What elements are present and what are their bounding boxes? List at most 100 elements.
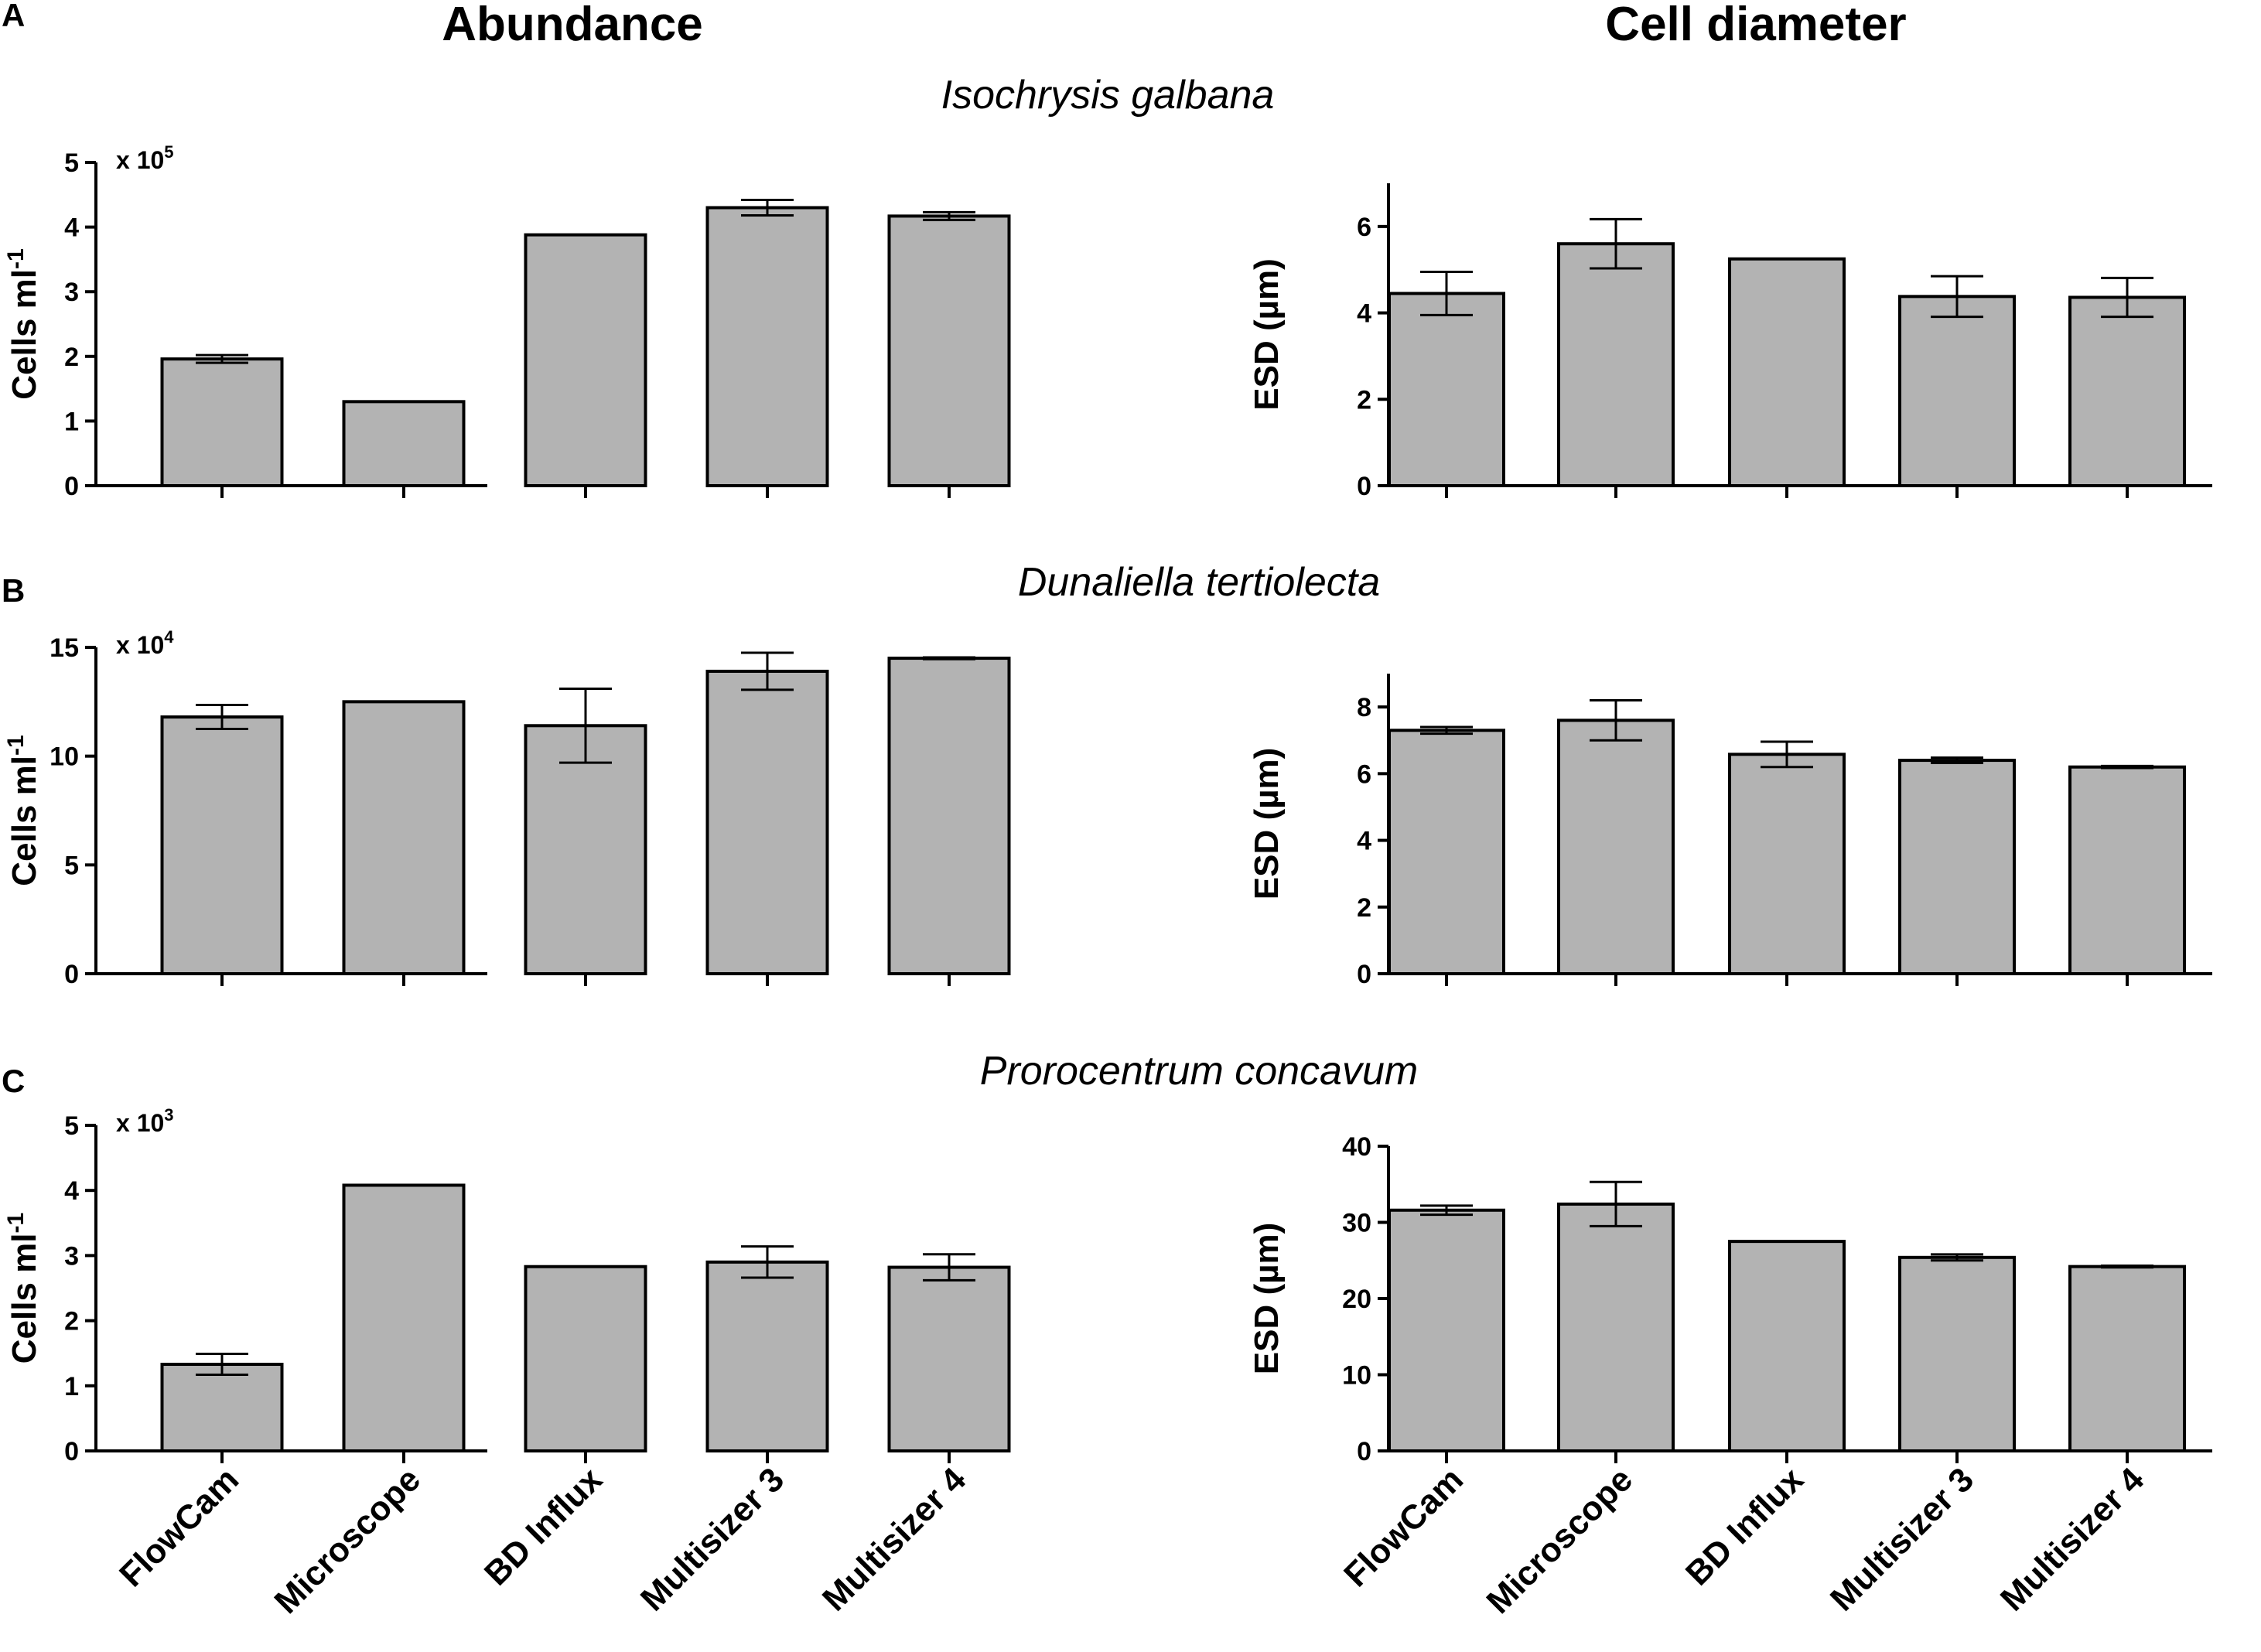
y-tick-label: 1: [64, 407, 79, 436]
error-bar-flowcam: [196, 353, 248, 364]
panel-letter: A: [2, 0, 25, 33]
y-tick-label: 20: [1342, 1285, 1371, 1314]
bar-multisizer-4: [2068, 765, 2186, 975]
bar-multisizer-4: [887, 1265, 1011, 1453]
species-title: Isochrysis galbana: [941, 73, 1275, 118]
error-bar-multisizer-4: [923, 1253, 975, 1282]
panel-a-cell-diameter: 0 2 4 6 ESD (µm): [1248, 183, 2212, 501]
y-tick-label: 15: [50, 633, 79, 663]
bar-multisizer-3: [1898, 295, 2016, 487]
bar-bd-influx: [1728, 1240, 1846, 1452]
error-bar-multisizer-3: [741, 651, 794, 691]
scale-multiplier-exponent: 5: [164, 142, 173, 162]
bar-multisizer-3: [1898, 1255, 2016, 1453]
error-bar-bd-influx: [1761, 740, 1813, 769]
bar-multisizer-4: [887, 657, 1011, 975]
y-axis-label-exponent: -1: [3, 735, 29, 756]
bar-multisizer-4: [2068, 1265, 2186, 1452]
column-title-cell-diameter: Cell diameter: [1605, 0, 1906, 51]
error-bar-bd-influx: [559, 687, 612, 764]
x-category-label: Multisizer 3: [634, 1460, 791, 1618]
y-tick-label: 0: [1357, 472, 1371, 501]
scale-multiplier: x 103: [116, 1105, 174, 1137]
error-bar-multisizer-3: [1931, 275, 1983, 319]
y-tick-label: 6: [1357, 213, 1371, 242]
species-title: Dunaliella tertiolecta: [1018, 560, 1380, 605]
scale-multiplier-exponent: 4: [164, 627, 174, 647]
y-tick-label: 3: [64, 1241, 79, 1271]
bar-bd-influx: [524, 1265, 647, 1452]
x-category-label: Multisizer 4: [815, 1460, 973, 1618]
error-bar-multisizer-4: [923, 210, 975, 221]
error-bar-flowcam: [1420, 271, 1473, 316]
y-tick-label: 0: [1357, 1437, 1371, 1466]
bar-microscope: [342, 700, 466, 975]
error-bar-microscope: [1590, 698, 1642, 742]
y-axis-label: Cells ml-1: [3, 735, 43, 886]
y-tick-label: 40: [1342, 1132, 1371, 1162]
error-bar-multisizer-3: [741, 1245, 794, 1279]
y-axis-label: Cells ml-1: [3, 1213, 43, 1364]
y-tick-label: 4: [64, 213, 79, 243]
y-tick-label: 2: [64, 1307, 79, 1336]
scale-multiplier-exponent: 3: [164, 1105, 173, 1125]
scale-multiplier-base: x 10: [116, 1109, 164, 1137]
y-tick-label: 3: [64, 278, 79, 307]
x-category-label: FlowCam: [1337, 1460, 1470, 1594]
y-axis-label-exponent: -1: [3, 1213, 29, 1234]
bar-bd-influx: [1728, 257, 1846, 487]
panel-letter: B: [2, 572, 25, 609]
y-axis-label-exponent: -1: [3, 248, 29, 269]
panel-b-cell-diameter: 0 2 4 6 8 ESD (µm): [1248, 674, 2212, 989]
y-axis-label-text: ESD (µm): [1248, 258, 1286, 410]
bar-microscope: [1557, 242, 1675, 487]
bar-microscope: [1557, 718, 1675, 975]
y-tick-label: 0: [64, 472, 79, 501]
y-axis-label-text: Cells ml: [5, 1233, 43, 1364]
bar-flowcam: [1388, 729, 1505, 975]
y-axis-label-text: ESD (µm): [1248, 748, 1286, 899]
error-bar-flowcam: [1420, 725, 1473, 736]
y-tick-label: 6: [1357, 759, 1371, 789]
column-title-abundance: Abundance: [442, 0, 703, 51]
x-category-label: FlowCam: [112, 1460, 246, 1594]
x-category-label: Multisizer 4: [1993, 1460, 2151, 1618]
bar-multisizer-3: [1898, 759, 2016, 975]
error-bar-multisizer-3: [1931, 1253, 1983, 1262]
bar-microscope: [342, 400, 466, 488]
bar-bd-influx: [1728, 753, 1846, 976]
y-axis-label-text: ESD (µm): [1248, 1223, 1286, 1374]
y-tick-label: 8: [1357, 693, 1371, 722]
panel-letter: C: [2, 1063, 25, 1099]
y-tick-label: 0: [64, 1437, 79, 1466]
x-category-label: Microscope: [1480, 1460, 1641, 1621]
scale-multiplier: x 104: [116, 627, 174, 659]
error-bar-multisizer-3: [1931, 756, 1983, 765]
x-category-label: Multisizer 3: [1823, 1460, 1981, 1618]
error-bar-multisizer-3: [741, 198, 794, 217]
y-tick-label: 4: [1357, 299, 1371, 329]
y-tick-label: 2: [1357, 893, 1371, 923]
y-axis-label: ESD (µm): [1248, 258, 1286, 410]
y-tick-label: 30: [1342, 1209, 1371, 1238]
y-tick-label: 5: [64, 148, 79, 178]
y-tick-label: 0: [1357, 960, 1371, 989]
x-category-label: BD Influx: [477, 1460, 610, 1593]
bar-flowcam: [160, 357, 284, 488]
y-tick-label: 10: [50, 742, 79, 772]
bar-flowcam: [1388, 1208, 1505, 1452]
scale-multiplier-base: x 10: [116, 631, 164, 659]
bar-multisizer-3: [705, 669, 829, 975]
error-bar-multisizer-4: [2101, 764, 2153, 770]
panel-c-abundance: C Prorocentrum concavum 0 1 2 3 4 5 FlowCam Micro…: [2, 1049, 1418, 1621]
y-tick-label: 1: [64, 1372, 79, 1401]
x-category-label: BD Influx: [1679, 1460, 1812, 1593]
bar-flowcam: [160, 715, 284, 975]
bar-multisizer-4: [887, 214, 1011, 487]
error-bar-flowcam: [196, 704, 248, 730]
y-tick-label: 2: [1357, 385, 1371, 415]
error-bar-microscope: [1590, 1180, 1642, 1227]
